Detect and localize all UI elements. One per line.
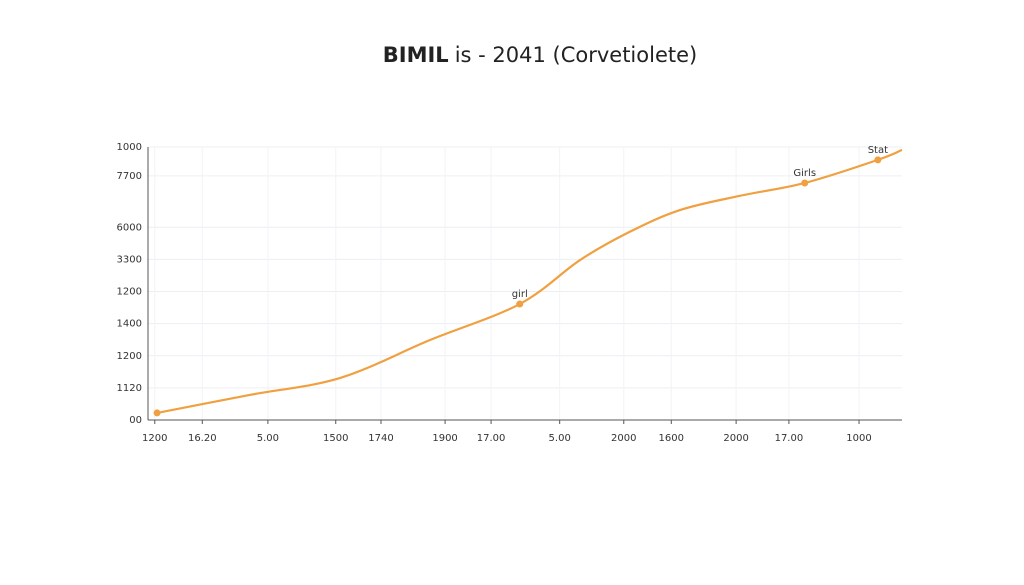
x-tick-label: 1740 (368, 433, 393, 444)
x-tick-label: 1500 (323, 433, 348, 444)
x-tick-label: 1000 (846, 433, 871, 444)
x-tick-label: 5.00 (257, 433, 279, 444)
title-bold: BIMIL (383, 43, 449, 67)
y-tick-label: 6000 (117, 222, 142, 233)
annotation-point (874, 156, 882, 164)
y-tick-label: 1400 (117, 319, 142, 330)
y-tick-label: 7700 (117, 171, 142, 182)
line (156, 148, 903, 415)
y-tick-label: 1120 (117, 383, 142, 394)
y-tick-label: 1200 (117, 351, 142, 362)
x-tick-label: 2000 (723, 433, 748, 444)
y-tick-label: 1200 (117, 287, 142, 298)
chart-title: BIMIL is - 2041 (Corvetiolete) (383, 43, 697, 67)
x-tick-label: 1200 (142, 433, 167, 444)
y-tick-label: 00 (129, 415, 142, 426)
start-point (153, 409, 161, 417)
annotation: Girls (793, 168, 816, 179)
x-tick-label: 16.20 (188, 433, 217, 444)
x-tick-label: 5.00 (549, 433, 571, 444)
y-tick-label: 3300 (117, 254, 142, 265)
x-tick-label: 17.00 (775, 433, 804, 444)
annotation: Stat (868, 145, 888, 156)
annotation-point (801, 179, 809, 187)
x-tick-label: 17.00 (477, 433, 506, 444)
title-rest: is - 2041 (Corvetiolete) (455, 43, 698, 67)
annotation: girl (512, 289, 528, 300)
x-tick-label: 2000 (611, 433, 636, 444)
x-tick-label: 1900 (432, 433, 457, 444)
y-tick-label: 1000 (117, 142, 142, 153)
x-tick-label: 1600 (659, 433, 684, 444)
annotation-point (516, 300, 524, 308)
